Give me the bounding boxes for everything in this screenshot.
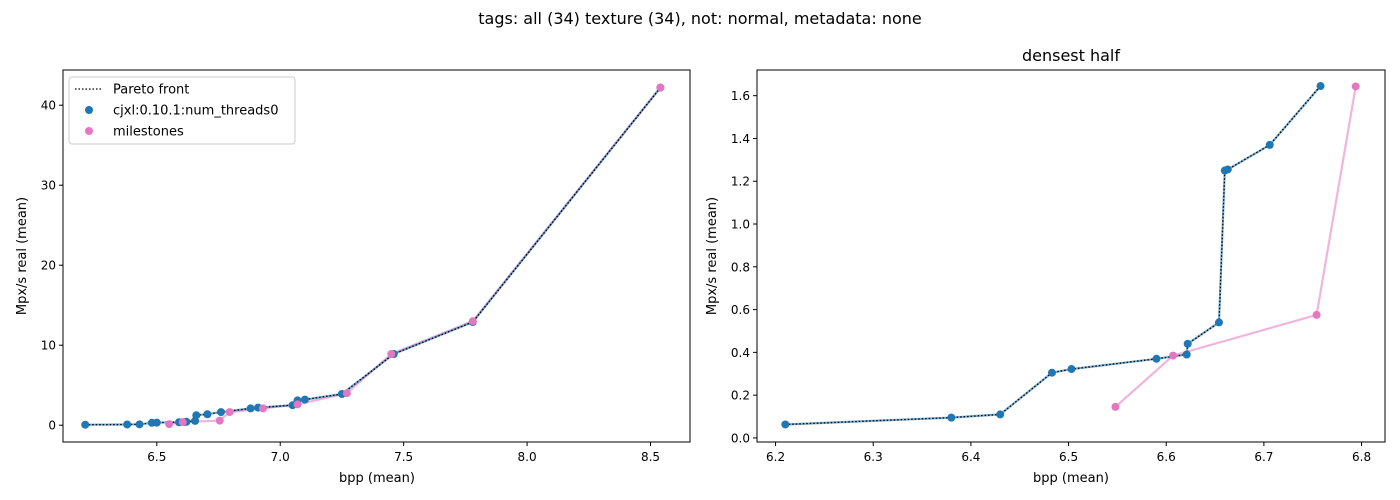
x-tick-label: 6.6 — [1157, 450, 1176, 464]
milestone-point — [1312, 310, 1321, 319]
milestone-point — [225, 408, 234, 417]
milestone-point — [656, 83, 665, 92]
legend-label: cjxl:0.10.1:num_threads0 — [113, 104, 278, 119]
legend-swatch-marker — [85, 106, 93, 114]
cjxl-point — [123, 420, 132, 429]
cjxl-point — [1152, 354, 1161, 363]
milestones-line — [1114, 86, 1357, 408]
cjxl-point — [1067, 365, 1076, 374]
legend-box — [68, 76, 296, 145]
milestone-point — [1351, 82, 1360, 91]
x-tick-label: 7.0 — [271, 450, 290, 464]
y-tick-label: 1.2 — [731, 175, 750, 189]
x-tick-label: 8.0 — [518, 450, 537, 464]
y-tick-label: 0.6 — [731, 303, 750, 317]
cjxl-point — [1183, 339, 1192, 348]
chart-panel-densest-half: densest half bpp (mean) Mpx/s real (mean… — [705, 46, 1386, 486]
cjxl-point — [1265, 140, 1274, 149]
x-axis-label: bpp (mean) — [339, 471, 415, 486]
milestone-point — [293, 400, 302, 409]
x-tick-label: 6.3 — [864, 450, 883, 464]
milestone-point — [215, 416, 224, 425]
chart-title: densest half — [1022, 46, 1120, 65]
y-tick-label: 0.8 — [731, 260, 750, 274]
x-tick-label: 6.2 — [766, 450, 785, 464]
x-tick-label: 6.7 — [1254, 450, 1273, 464]
cjxl-point — [216, 408, 225, 417]
cjxl-point — [1047, 368, 1056, 377]
cjxl-point — [192, 411, 201, 420]
y-tick-label: 10 — [41, 339, 56, 353]
plot-frame — [62, 69, 691, 443]
milestone-point — [1169, 351, 1178, 360]
cjxl-point — [300, 395, 309, 404]
milestone-point — [1111, 402, 1120, 411]
milestone-point — [387, 350, 396, 358]
legend-swatch-marker — [85, 127, 93, 135]
x-tick-label: 6.5 — [147, 450, 166, 464]
y-tick-label: 1.6 — [731, 89, 750, 103]
plot-frame — [756, 69, 1386, 443]
x-tick-label: 6.4 — [961, 450, 980, 464]
cjxl-point — [81, 420, 90, 429]
x-axis-label: bpp (mean) — [1033, 471, 1109, 486]
x-tick-label: 7.5 — [394, 450, 413, 464]
milestone-point — [342, 389, 351, 398]
x-tick-label: 6.8 — [1352, 450, 1371, 464]
milestone-point — [468, 317, 477, 326]
cjxl-point — [203, 410, 212, 419]
cjxl-point — [1223, 165, 1232, 174]
cjxl-point — [135, 420, 144, 429]
y-axis-label: Mpx/s real (mean) — [705, 197, 720, 315]
cjxl-point — [1316, 82, 1325, 91]
y-tick-label: 0.0 — [731, 431, 750, 445]
y-tick-label: 40 — [41, 99, 56, 113]
y-tick-label: 1.0 — [731, 218, 750, 232]
milestone-point — [178, 418, 187, 427]
y-tick-label: 0.2 — [731, 389, 750, 403]
milestone-point — [165, 420, 174, 429]
chart-panel-all: bpp (mean) Mpx/s real (mean) 6.5 7.0 7.5 8.… — [15, 69, 691, 486]
cjxl-point — [996, 410, 1005, 419]
legend-label: milestones — [113, 125, 184, 140]
cjxl-point — [246, 404, 255, 413]
y-tick-label: 20 — [41, 259, 56, 273]
cjxl-point — [1214, 318, 1223, 327]
cjxl-point — [947, 413, 956, 422]
y-tick-label: 1.4 — [731, 132, 750, 146]
y-axis-label: Mpx/s real (mean) — [15, 197, 30, 315]
y-tick-label: 30 — [41, 179, 56, 193]
cjxl-point — [1182, 350, 1191, 359]
legend-label: Pareto front — [113, 83, 189, 98]
y-tick-label: 0.4 — [731, 346, 750, 360]
figure-title: tags: all (34) texture (34), not: normal… — [478, 9, 922, 28]
milestone-point — [258, 404, 267, 413]
cjxl-point — [781, 420, 790, 429]
cjxl-point — [152, 418, 161, 427]
y-tick-label: 0 — [48, 419, 56, 433]
x-tick-label: 8.5 — [641, 450, 660, 464]
x-tick-label: 6.5 — [1059, 450, 1078, 464]
